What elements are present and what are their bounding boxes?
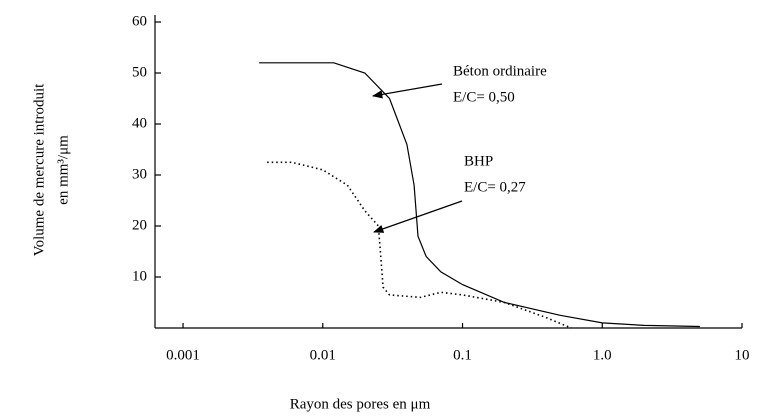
y-tick-label: 20 — [132, 217, 147, 233]
y-axis-label: en mm³/μm — [55, 135, 71, 205]
y-tick-label: 40 — [132, 115, 147, 131]
annotation: Béton ordinaire — [453, 63, 547, 79]
x-tick-label: 0.01 — [310, 347, 336, 363]
annotation-arrow — [373, 200, 463, 233]
y-tick-label: 30 — [132, 166, 147, 182]
x-tick-label: 10 — [735, 347, 750, 363]
x-tick-label: 0.1 — [453, 347, 472, 363]
x-axis-label: Rayon des pores en μm — [290, 396, 431, 412]
x-tick-label: 0.001 — [166, 347, 200, 363]
annotation-arrow — [371, 83, 443, 99]
y-tick-label: 10 — [132, 268, 147, 284]
y-tick-label: 50 — [132, 64, 147, 80]
line-series — [267, 161, 572, 329]
annotation: E/C= 0,27 — [464, 179, 526, 195]
annotation: BHP — [464, 153, 493, 169]
line-series — [259, 62, 700, 328]
annotation: E/C= 0,50 — [453, 89, 515, 105]
y-axis-label: Volume de mercure introduit — [31, 83, 47, 256]
y-tick-label: 60 — [132, 13, 147, 29]
x-tick-label: 1.0 — [593, 347, 612, 363]
